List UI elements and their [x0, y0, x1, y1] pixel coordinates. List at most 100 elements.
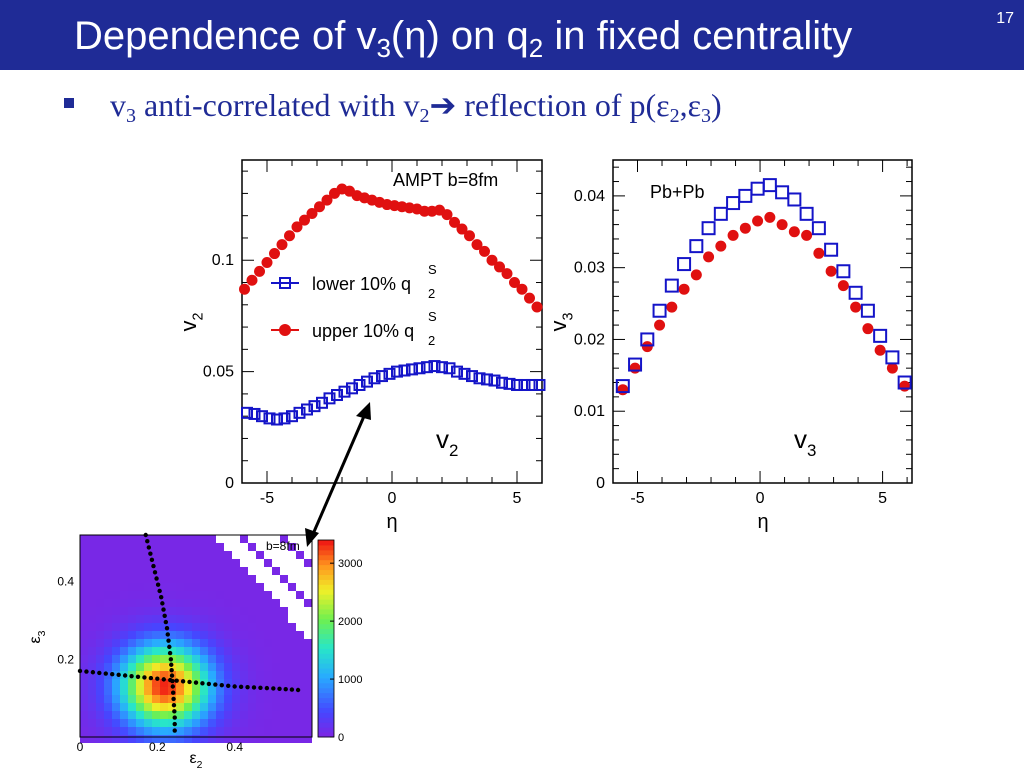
heatmap-cell — [152, 607, 160, 615]
heatmap-cell — [240, 735, 248, 743]
heatmap-cell — [304, 671, 312, 679]
heatmap-cell — [184, 607, 192, 615]
heatmap-cell — [248, 599, 256, 607]
colorbar-segment — [318, 594, 334, 600]
heatmap-cell — [160, 679, 168, 687]
data-point-upper — [629, 362, 641, 374]
heatmap-cell — [168, 591, 176, 599]
heatmap-cell — [272, 727, 280, 735]
heatmap-cell — [80, 703, 88, 711]
y-tick-label: 0.05 — [203, 364, 234, 381]
heatmap-cell — [160, 543, 168, 551]
heatmap-cell — [168, 703, 176, 711]
heatmap-cell — [304, 727, 312, 735]
heatmap-cell — [296, 631, 304, 639]
profile-dot — [174, 678, 179, 683]
heatmap-cell — [232, 727, 240, 735]
heatmap-cell — [224, 599, 232, 607]
data-point-lower — [331, 389, 343, 402]
title-bar — [0, 0, 1024, 70]
data-point-lower — [848, 285, 863, 300]
heatmap-cell — [232, 687, 240, 695]
profile-dot — [213, 682, 218, 687]
heatmap-cell — [184, 631, 192, 639]
heatmap-cell — [80, 647, 88, 655]
data-point-upper — [788, 226, 800, 238]
colorbar-segment — [318, 677, 334, 684]
x-tick-label: 0 — [756, 490, 765, 507]
heatmap-cell — [88, 591, 96, 599]
heatmap-cell — [152, 543, 160, 551]
heatmap-cell — [176, 567, 184, 575]
heatmap-cell — [280, 607, 288, 615]
heatmap-cell — [288, 663, 296, 671]
heatmap-cell — [160, 663, 168, 671]
heatmap-cell — [112, 735, 120, 743]
data-point-upper — [306, 207, 318, 219]
heatmap-cell — [232, 647, 240, 655]
profile-dot — [170, 684, 175, 689]
data-point-lower — [664, 278, 679, 293]
data-point-upper — [666, 301, 678, 313]
heatmap-cell — [216, 559, 224, 567]
heatmap-cell — [200, 671, 208, 679]
heatmap-cell — [88, 631, 96, 639]
panel-label-v2-sub: 2 — [449, 441, 458, 460]
x-tick-label: 0 — [388, 490, 397, 507]
heatmap-cell — [80, 679, 88, 687]
data-point-lower — [481, 373, 493, 386]
colorbar-segment — [318, 653, 334, 659]
arrow-head-bottom — [305, 528, 319, 547]
heatmap-cell — [200, 735, 208, 743]
heatmap-cell — [216, 711, 224, 719]
heatmap-cell — [104, 623, 112, 631]
y-tick-label: 0.02 — [574, 331, 605, 348]
data-point-upper — [752, 215, 764, 227]
heatmap-cell — [176, 727, 184, 735]
data-point-upper — [703, 251, 715, 263]
profile-dot — [168, 677, 173, 683]
heatmap-cell — [184, 591, 192, 599]
heatmap-cell — [264, 631, 272, 639]
heatmap-cell — [272, 615, 280, 623]
colorbar-segment — [318, 712, 334, 718]
y-tick-label: 0.4 — [57, 575, 74, 589]
heatmap-cell — [240, 647, 248, 655]
heatmap-cell — [96, 695, 104, 703]
heatmap-cell — [152, 535, 160, 543]
heatmap-cell — [80, 639, 88, 647]
heatmap-cell — [160, 687, 168, 695]
heatmap-cell — [136, 583, 144, 591]
heatmap-cell — [184, 703, 192, 711]
heatmap-cell — [160, 623, 168, 631]
colorbar-segment — [318, 559, 334, 566]
heatmap-cell — [88, 543, 96, 551]
heatmap-cell — [104, 663, 112, 671]
heatmap-cell — [112, 631, 120, 639]
heatmap-cell — [80, 623, 88, 631]
heatmap-cell — [256, 615, 264, 623]
heatmap-cell — [160, 727, 168, 735]
heatmap-cell — [208, 543, 216, 551]
data-point-lower — [263, 412, 276, 425]
bullet-span: v — [110, 87, 126, 123]
heatmap-cell — [104, 679, 112, 687]
heatmap-cell — [168, 551, 176, 559]
heatmap-cell — [224, 727, 232, 735]
profile-dot — [283, 687, 288, 692]
data-point-lower — [701, 221, 716, 236]
heatmap-cell — [152, 663, 160, 671]
heatmap-cell — [240, 583, 248, 591]
heatmap-cell — [232, 583, 240, 591]
heatmap-cell — [96, 535, 104, 543]
profile-dot — [172, 715, 177, 720]
heatmap-cell — [144, 535, 152, 543]
heatmap-cell — [224, 703, 232, 711]
heatmap-cell — [224, 615, 232, 623]
heatmap-cell — [136, 727, 144, 735]
data-point-lower — [391, 365, 403, 378]
heatmap-cell — [296, 591, 304, 599]
heatmap-cell — [192, 631, 200, 639]
